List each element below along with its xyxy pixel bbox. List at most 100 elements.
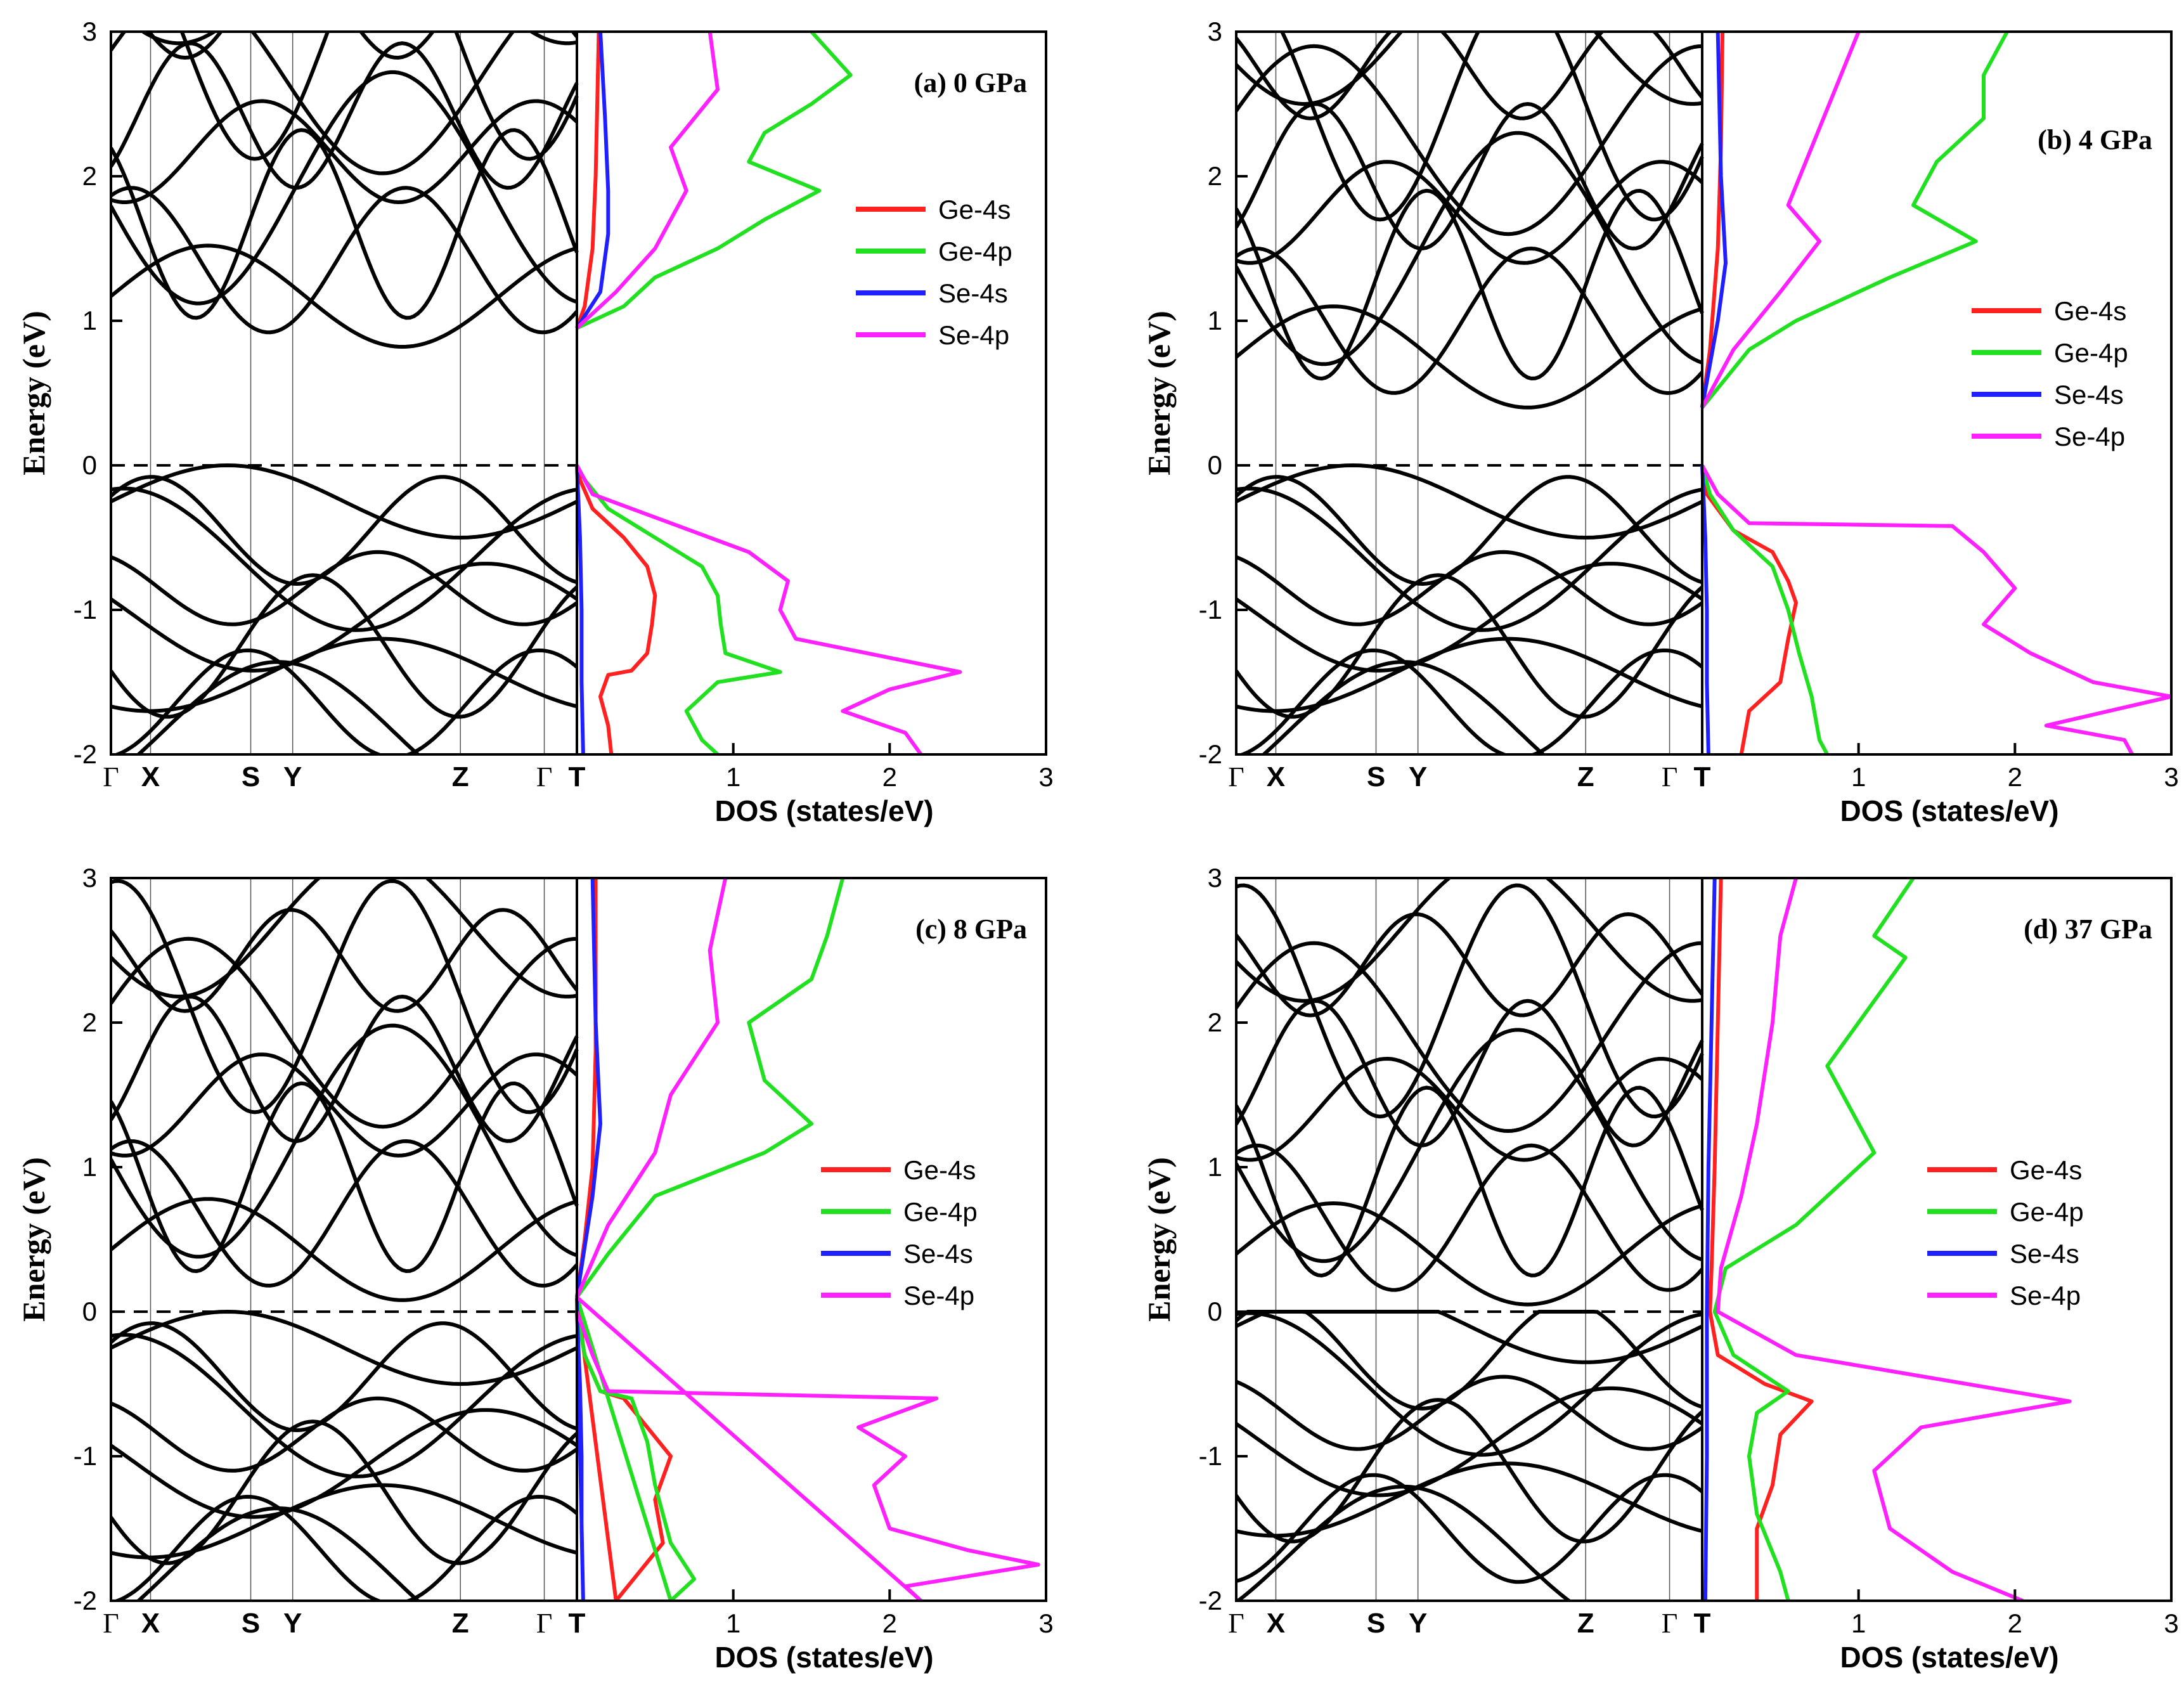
y-tick-label: -1: [1199, 595, 1222, 624]
legend-label: Se-4p: [2054, 422, 2125, 451]
band-line: [1236, 1473, 1703, 1584]
kpoint-label: T: [1694, 761, 1711, 792]
band-line: [111, 1333, 578, 1478]
band-line: [111, 1052, 579, 1158]
band-line: [136, 1506, 421, 1601]
kpoint-label: X: [141, 1608, 160, 1639]
dos-line-se-4s: [1703, 878, 1717, 1601]
band-lines: [1236, 32, 1704, 754]
y-tick-label: 2: [1208, 161, 1222, 191]
band-line: [1236, 32, 1703, 107]
dos-x-tick-label: 1: [726, 1608, 740, 1638]
band-line: [111, 1494, 578, 1601]
band-line: [1236, 44, 1703, 236]
dos-x-tick-label: 3: [2164, 1608, 2178, 1638]
y-axis-label: Energy (eV): [16, 1157, 51, 1322]
legend-label: Se-4s: [903, 1239, 973, 1269]
band-line: [111, 486, 578, 632]
band-lines: [111, 32, 579, 754]
legend-label: Ge-4s: [903, 1155, 976, 1185]
dos-x-tick-label: 2: [882, 1608, 897, 1638]
y-tick-label: 3: [1208, 16, 1222, 46]
dos-line-se-4s: [575, 878, 602, 1601]
legend-label: Ge-4s: [2054, 296, 2126, 326]
band-line: [111, 648, 578, 754]
dos-x-tick-label: 2: [882, 762, 897, 792]
dos-x-tick-label: 1: [1851, 1608, 1866, 1638]
band-line: [146, 32, 579, 60]
band-line: [1236, 883, 1704, 1119]
legend-label: Ge-4p: [2010, 1197, 2084, 1227]
plot-frame: [1235, 30, 2173, 756]
y-tick-label: 1: [82, 306, 97, 335]
kpoint-label: X: [1267, 1608, 1285, 1639]
band-line: [1236, 648, 1703, 754]
y-tick-label: 3: [1208, 863, 1222, 893]
band-line: [111, 1396, 578, 1473]
kpoint-label: Γ: [1228, 761, 1244, 792]
band-line: [111, 1483, 578, 1560]
legend-label: Se-4s: [938, 278, 1008, 308]
y-tick-label: 2: [1208, 1007, 1222, 1037]
band-line: [179, 32, 579, 161]
band-line: [1236, 941, 1703, 1134]
dos-line-se-4p: [1716, 878, 2072, 1601]
dos-line-ge-4p: [1700, 32, 2009, 754]
dos-x-tick-label: 3: [1038, 762, 1053, 792]
kpoint-label: Γ: [1662, 1608, 1677, 1639]
legend-label: Se-4s: [2054, 380, 2124, 410]
kpoint-label: Z: [1577, 1608, 1594, 1639]
dos-x-axis-label: DOS (states/eV): [714, 1641, 933, 1674]
dos-line-se-4p: [1700, 32, 2171, 754]
kpoint-label: S: [1367, 761, 1385, 792]
kpoint-label: Γ: [1228, 1608, 1244, 1639]
dos-line-se-4p: [575, 32, 962, 754]
band-line: [1236, 1056, 1704, 1162]
y-tick-label: 0: [82, 450, 97, 480]
plot-frame: [110, 30, 1047, 756]
kpoint-label: Y: [283, 1608, 302, 1639]
dos-line-ge-4s: [575, 32, 657, 754]
y-axis-label: Energy (eV): [16, 311, 51, 475]
band-line: [1236, 1374, 1703, 1451]
y-tick-label: -1: [1199, 1441, 1222, 1471]
kpoint-label: T: [569, 761, 586, 792]
band-line: [1279, 32, 1704, 222]
band-line: [1236, 1461, 1703, 1538]
kpoint-label: Γ: [103, 1608, 119, 1639]
band-line: [111, 936, 578, 1129]
dos-line-ge-4p: [575, 32, 853, 754]
legend-label: Ge-4s: [938, 195, 1011, 224]
y-tick-label: -1: [74, 1441, 97, 1471]
y-tick-label: 0: [82, 1296, 97, 1326]
band-line: [111, 879, 579, 1115]
band-line: [1236, 246, 1704, 396]
band-line: [1236, 912, 1704, 1018]
panel-title: (b) 4 GPa: [2038, 124, 2152, 155]
kpoint-label: Z: [452, 1608, 469, 1639]
band-line: [1236, 188, 1704, 381]
band-line: [1236, 131, 1703, 366]
y-tick-label: -2: [1199, 1586, 1222, 1615]
band-line: [111, 1081, 579, 1274]
band-lines: [1236, 878, 1704, 1601]
kpoint-label: S: [242, 1608, 260, 1639]
legend-label: Ge-4p: [2054, 338, 2128, 368]
plot-frame: [1235, 877, 2173, 1602]
kpoint-label: Z: [452, 761, 469, 792]
y-axis-label: Energy (eV): [1141, 311, 1177, 475]
legend-label: Se-4s: [2010, 1239, 2079, 1269]
band-line: [139, 32, 578, 46]
band-line: [111, 186, 579, 335]
y-axis-label: Energy (eV): [1141, 1157, 1177, 1322]
legend-label: Se-4p: [903, 1281, 974, 1310]
band-line: [1236, 475, 1703, 586]
band-line: [1236, 1484, 1702, 1601]
kpoint-label: Γ: [103, 761, 119, 792]
band-line: [1236, 1201, 1703, 1307]
